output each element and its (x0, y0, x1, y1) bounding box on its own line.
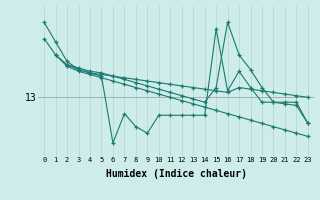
X-axis label: Humidex (Indice chaleur): Humidex (Indice chaleur) (106, 169, 246, 179)
